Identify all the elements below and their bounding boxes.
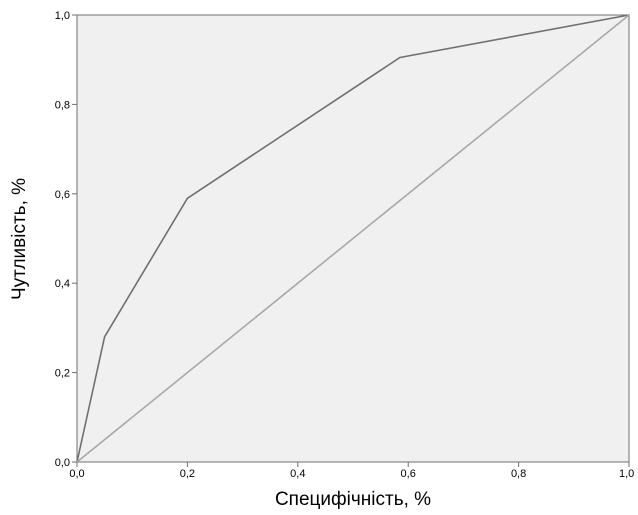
reference-diagonal (76, 14, 630, 463)
x-tick-label: 0,2 (180, 468, 195, 480)
y-tick-label: 1,0 (55, 10, 70, 22)
x-tick-label: 0,8 (511, 468, 526, 480)
roc-curve (76, 14, 630, 463)
x-tick-label: 1,0 (619, 468, 634, 480)
y-tick-label: 0,2 (55, 368, 70, 380)
x-tick-label: 0,6 (401, 468, 416, 480)
x-tick-label: 0,4 (290, 468, 305, 480)
y-tick-label: 0,6 (55, 189, 70, 201)
y-axis: 0,0 0,2 0,4 0,6 0,8 1,0 (55, 10, 77, 469)
y-tick-label: 0,4 (55, 278, 70, 290)
x-axis-title: Специфічність, % (275, 489, 431, 510)
y-tick-label: 0,8 (55, 99, 70, 111)
series-layer (76, 14, 630, 463)
x-axis: 0,0 0,2 0,4 0,6 0,8 1,0 (69, 462, 634, 480)
y-tick-label: 0,0 (55, 457, 70, 469)
x-tick-label: 0,0 (69, 468, 84, 480)
y-axis-title: Чутливість, % (9, 178, 30, 300)
